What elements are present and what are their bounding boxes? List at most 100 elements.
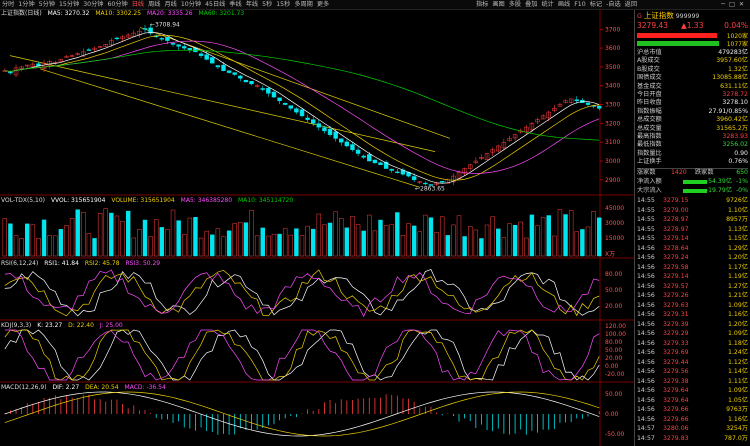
period-tab[interactable]: 更多 <box>316 1 330 8</box>
candle-body <box>277 97 282 102</box>
tick-price: 3279.64 <box>663 396 689 404</box>
close-icon[interactable]: ✕ <box>738 1 744 8</box>
toolbar-menu-item[interactable]: 标记 <box>589 1 603 8</box>
toolbar-menu-item[interactable]: -自选 <box>606 1 621 8</box>
period-tab[interactable]: 60分钟 <box>107 1 128 8</box>
stat-value: 479283亿 <box>718 49 748 56</box>
volume-bar <box>568 210 574 257</box>
volume-bar <box>322 224 327 257</box>
toolbar-menu-item[interactable]: 多股 <box>508 1 522 8</box>
volume-bar <box>468 226 473 257</box>
period-tab[interactable]: 5秒 <box>262 1 273 8</box>
chart-area[interactable]: 3700 3600 3500 3400 3300 3200 3100 3000 2900 ←370… <box>0 10 634 446</box>
tick-time: 14:56 <box>637 301 655 309</box>
y-tick-label: 3400 <box>605 83 620 90</box>
tick-volume: 1.27亿 <box>728 282 748 290</box>
candle-body <box>215 65 221 68</box>
y-tick-label: 3100 <box>605 139 620 146</box>
volume-bar <box>333 211 338 257</box>
stat-value: 31565.2万 <box>716 124 748 132</box>
candle-body <box>501 141 507 149</box>
tick-volume: 1.24亿 <box>728 349 748 356</box>
period-tab[interactable]: 年线 <box>245 1 259 8</box>
chart-canvas[interactable]: 3700 3600 3500 3400 3300 3200 3100 3000 2900 ←370… <box>0 10 634 446</box>
volume-bar <box>501 237 507 257</box>
volume-bar <box>41 219 47 257</box>
candle-body <box>484 153 490 160</box>
rsi-line <box>4 269 600 318</box>
period-tab[interactable]: 1分钟 <box>18 1 35 8</box>
kdj-tick-label: 20.00 <box>605 355 622 362</box>
minimize-icon[interactable]: ─ <box>721 1 725 8</box>
volume-bar <box>423 214 428 257</box>
candle-body <box>75 53 80 55</box>
volume-bar <box>30 224 36 257</box>
stat-key: A股成交 <box>637 57 660 65</box>
kdj-tick-label: 80.00 <box>605 339 622 346</box>
tick-row: 14:56 3279.69 1.24亿 <box>637 349 748 357</box>
candle-body <box>507 138 512 141</box>
quote-stat-row: 最高指数 3283.93 <box>637 133 748 141</box>
quote-stat-row: 昨日收盘 3278.10 <box>637 99 748 107</box>
y-tick-label: 3000 <box>605 158 620 165</box>
toolbar-menu-item[interactable]: F10 <box>574 1 586 8</box>
tick-row: 14:56 3279.44 1.12亿 <box>637 359 748 367</box>
stat-value: 1.32亿 <box>728 65 748 73</box>
toolbar-menu-item[interactable]: 画图 <box>492 1 505 8</box>
period-tab[interactable]: 多周期 <box>294 1 313 8</box>
volume-bar <box>473 229 479 257</box>
volume-bar <box>277 233 282 257</box>
quote-stat-row: 最低指数 3256.02 <box>637 141 748 149</box>
candle-body <box>322 127 327 132</box>
tick-row: 14:56 3278.64 1.29亿 <box>637 245 748 253</box>
stat-key: 最高指数 <box>637 133 662 140</box>
volume-bar <box>451 224 456 257</box>
star-icon[interactable]: G <box>637 13 642 20</box>
candle-body <box>524 126 529 133</box>
tick-price: 3279.64 <box>663 387 689 394</box>
volume-bar <box>496 228 501 257</box>
tick-row: 14:56 3279.31 1.16亿 <box>637 311 748 319</box>
maximize-icon[interactable]: □ <box>728 1 735 8</box>
vol-ma10-label: MA10: 345114720 <box>237 197 294 204</box>
tick-price: 3278.97 <box>663 216 689 223</box>
tick-row: 14:56 3279.39 1.20亿 <box>637 321 748 329</box>
candle-body <box>142 28 148 30</box>
candle-body <box>367 154 372 162</box>
period-tab[interactable]: 10分钟 <box>180 1 202 8</box>
period-tab[interactable]: 日线 <box>131 1 145 8</box>
tick-time: 14:56 <box>637 273 655 280</box>
toolbar-menu-item[interactable]: 返回 <box>624 1 638 8</box>
period-tab[interactable]: 月线 <box>164 1 177 8</box>
toolbar-menu-item[interactable]: 叠加 <box>525 1 538 8</box>
stat-value: 3278.72 <box>722 91 748 98</box>
candle-body <box>529 123 535 130</box>
tick-price: 3279.15 <box>663 197 689 204</box>
period-tab[interactable]: 15分钟 <box>59 1 80 8</box>
candle-body <box>552 108 557 111</box>
period-tab[interactable]: 周线 <box>148 1 161 8</box>
toolbar-menu-item[interactable]: 指标 <box>476 1 489 8</box>
period-tab[interactable]: 分时 <box>2 1 15 8</box>
period-tab[interactable]: 15秒 <box>276 1 291 8</box>
volume-bar <box>456 215 462 257</box>
tick-price: 3279.14 <box>663 235 689 242</box>
period-tab[interactable]: 45日线 <box>205 1 226 8</box>
period-tab[interactable]: 30分钟 <box>83 1 104 8</box>
volume-bar <box>193 217 198 257</box>
volume-bar <box>187 217 193 257</box>
period-tab[interactable]: 5分钟 <box>38 1 55 8</box>
vol-tick-label: 45000 <box>605 205 624 212</box>
tick-time: 14:56 <box>637 320 655 328</box>
toolbar-menu-item[interactable]: 画线 <box>557 1 571 8</box>
candle-body <box>254 85 260 87</box>
candle-body <box>439 181 445 183</box>
tick-volume: 1.13亿 <box>728 225 748 233</box>
volume-bar <box>8 223 13 257</box>
quote-stat-row: 沪总市值 479283亿 <box>637 49 748 57</box>
toolbar-menu-item[interactable]: 统计 <box>541 1 554 8</box>
y-tick-label: 3700 <box>605 26 620 33</box>
candle-body <box>596 105 602 109</box>
period-tab[interactable]: 季线 <box>229 1 242 8</box>
volume-bar <box>305 225 310 257</box>
